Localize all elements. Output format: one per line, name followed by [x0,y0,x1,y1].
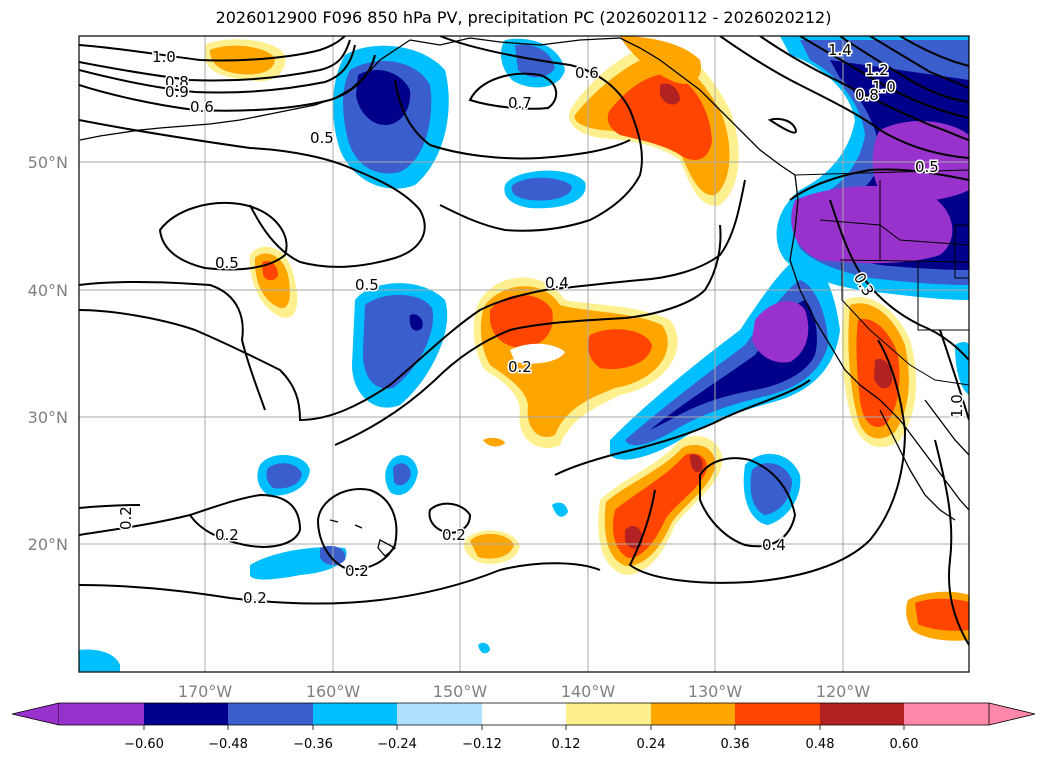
contour-label: 0.2 [345,562,369,580]
contour-label: 0.4 [545,274,569,292]
contour-label: 1.2 [865,61,889,79]
contour-label: 0.4 [762,536,786,554]
contour-label: 0.5 [355,276,379,294]
contour-label: 0.6 [575,64,599,82]
graticule [79,36,969,672]
map-title: 2026012900 F096 850 hPa PV, precipitatio… [215,8,832,27]
contour-label: 1.0 [948,394,966,418]
colorbar-tick-label: 0.36 [721,737,750,752]
contour-label: 1.0 [152,48,176,66]
contour-label: 0.9 [165,83,189,101]
coastlines [79,37,969,557]
contour-label: 0.5 [215,254,239,272]
colorbar-tick-label: 0.12 [552,737,581,752]
colorbar-tick-label: −0.36 [293,737,333,752]
contour-label: 0.8 [165,73,189,91]
colorbar: −0.60 −0.48 −0.36 −0.24 −0.12 0.12 0.24 … [11,702,1036,752]
contour-label: 0.7 [508,94,532,112]
colorbar-extend-high [988,702,1036,726]
colorbar-tick-label: −0.60 [124,737,164,752]
contour-label: 0.8 [855,86,879,104]
lon-label: 140°W [561,682,616,701]
contour-label: 1.0 [872,78,896,96]
contour-label: 0.2 [442,526,466,544]
lon-label: 160°W [306,682,361,701]
colorbar-tick-label: 0.24 [637,737,666,752]
contour-label: 0.6 [190,98,214,116]
colorbar-extend-low [11,702,60,726]
colorbar-tick-label: −0.48 [208,737,248,752]
contour-label: 0.2 [117,506,135,530]
contour-label: 0.2 [508,358,532,376]
lon-label: 130°W [688,682,743,701]
colorbar-tick-label: −0.24 [377,737,417,752]
contour-label: 0.2 [215,526,239,544]
contour-labels: 1.0 0.8 0.9 0.6 0.5 0.5 0.5 0.4 0.2 0.7 … [116,40,968,609]
map-area: 1.0 0.8 0.9 0.6 0.5 0.5 0.5 0.4 0.2 0.7 … [79,36,969,672]
lat-label: 30°N [28,408,68,427]
colorbar-tick-label: 0.60 [890,737,919,752]
map-frame [78,35,970,673]
contour-label: 0.5 [310,129,334,147]
lat-label: 40°N [28,281,68,300]
colorbar-tick-label: −0.12 [462,737,502,752]
lat-label: 50°N [28,153,68,172]
pv-contours [79,36,969,646]
lon-label: 150°W [433,682,488,701]
lon-label: 170°W [178,682,233,701]
contour-label: 0.5 [915,158,939,176]
contour-label: 0.2 [243,589,267,607]
contour-label: 1.4 [828,41,852,59]
lat-labels: 50°N 40°N 30°N 20°N [28,153,68,554]
lon-label: 120°W [816,682,871,701]
lat-label: 20°N [28,535,68,554]
colorbar-tick-label: 0.48 [806,737,835,752]
lon-labels: 170°W 160°W 150°W 140°W 130°W 120°W [178,682,871,701]
